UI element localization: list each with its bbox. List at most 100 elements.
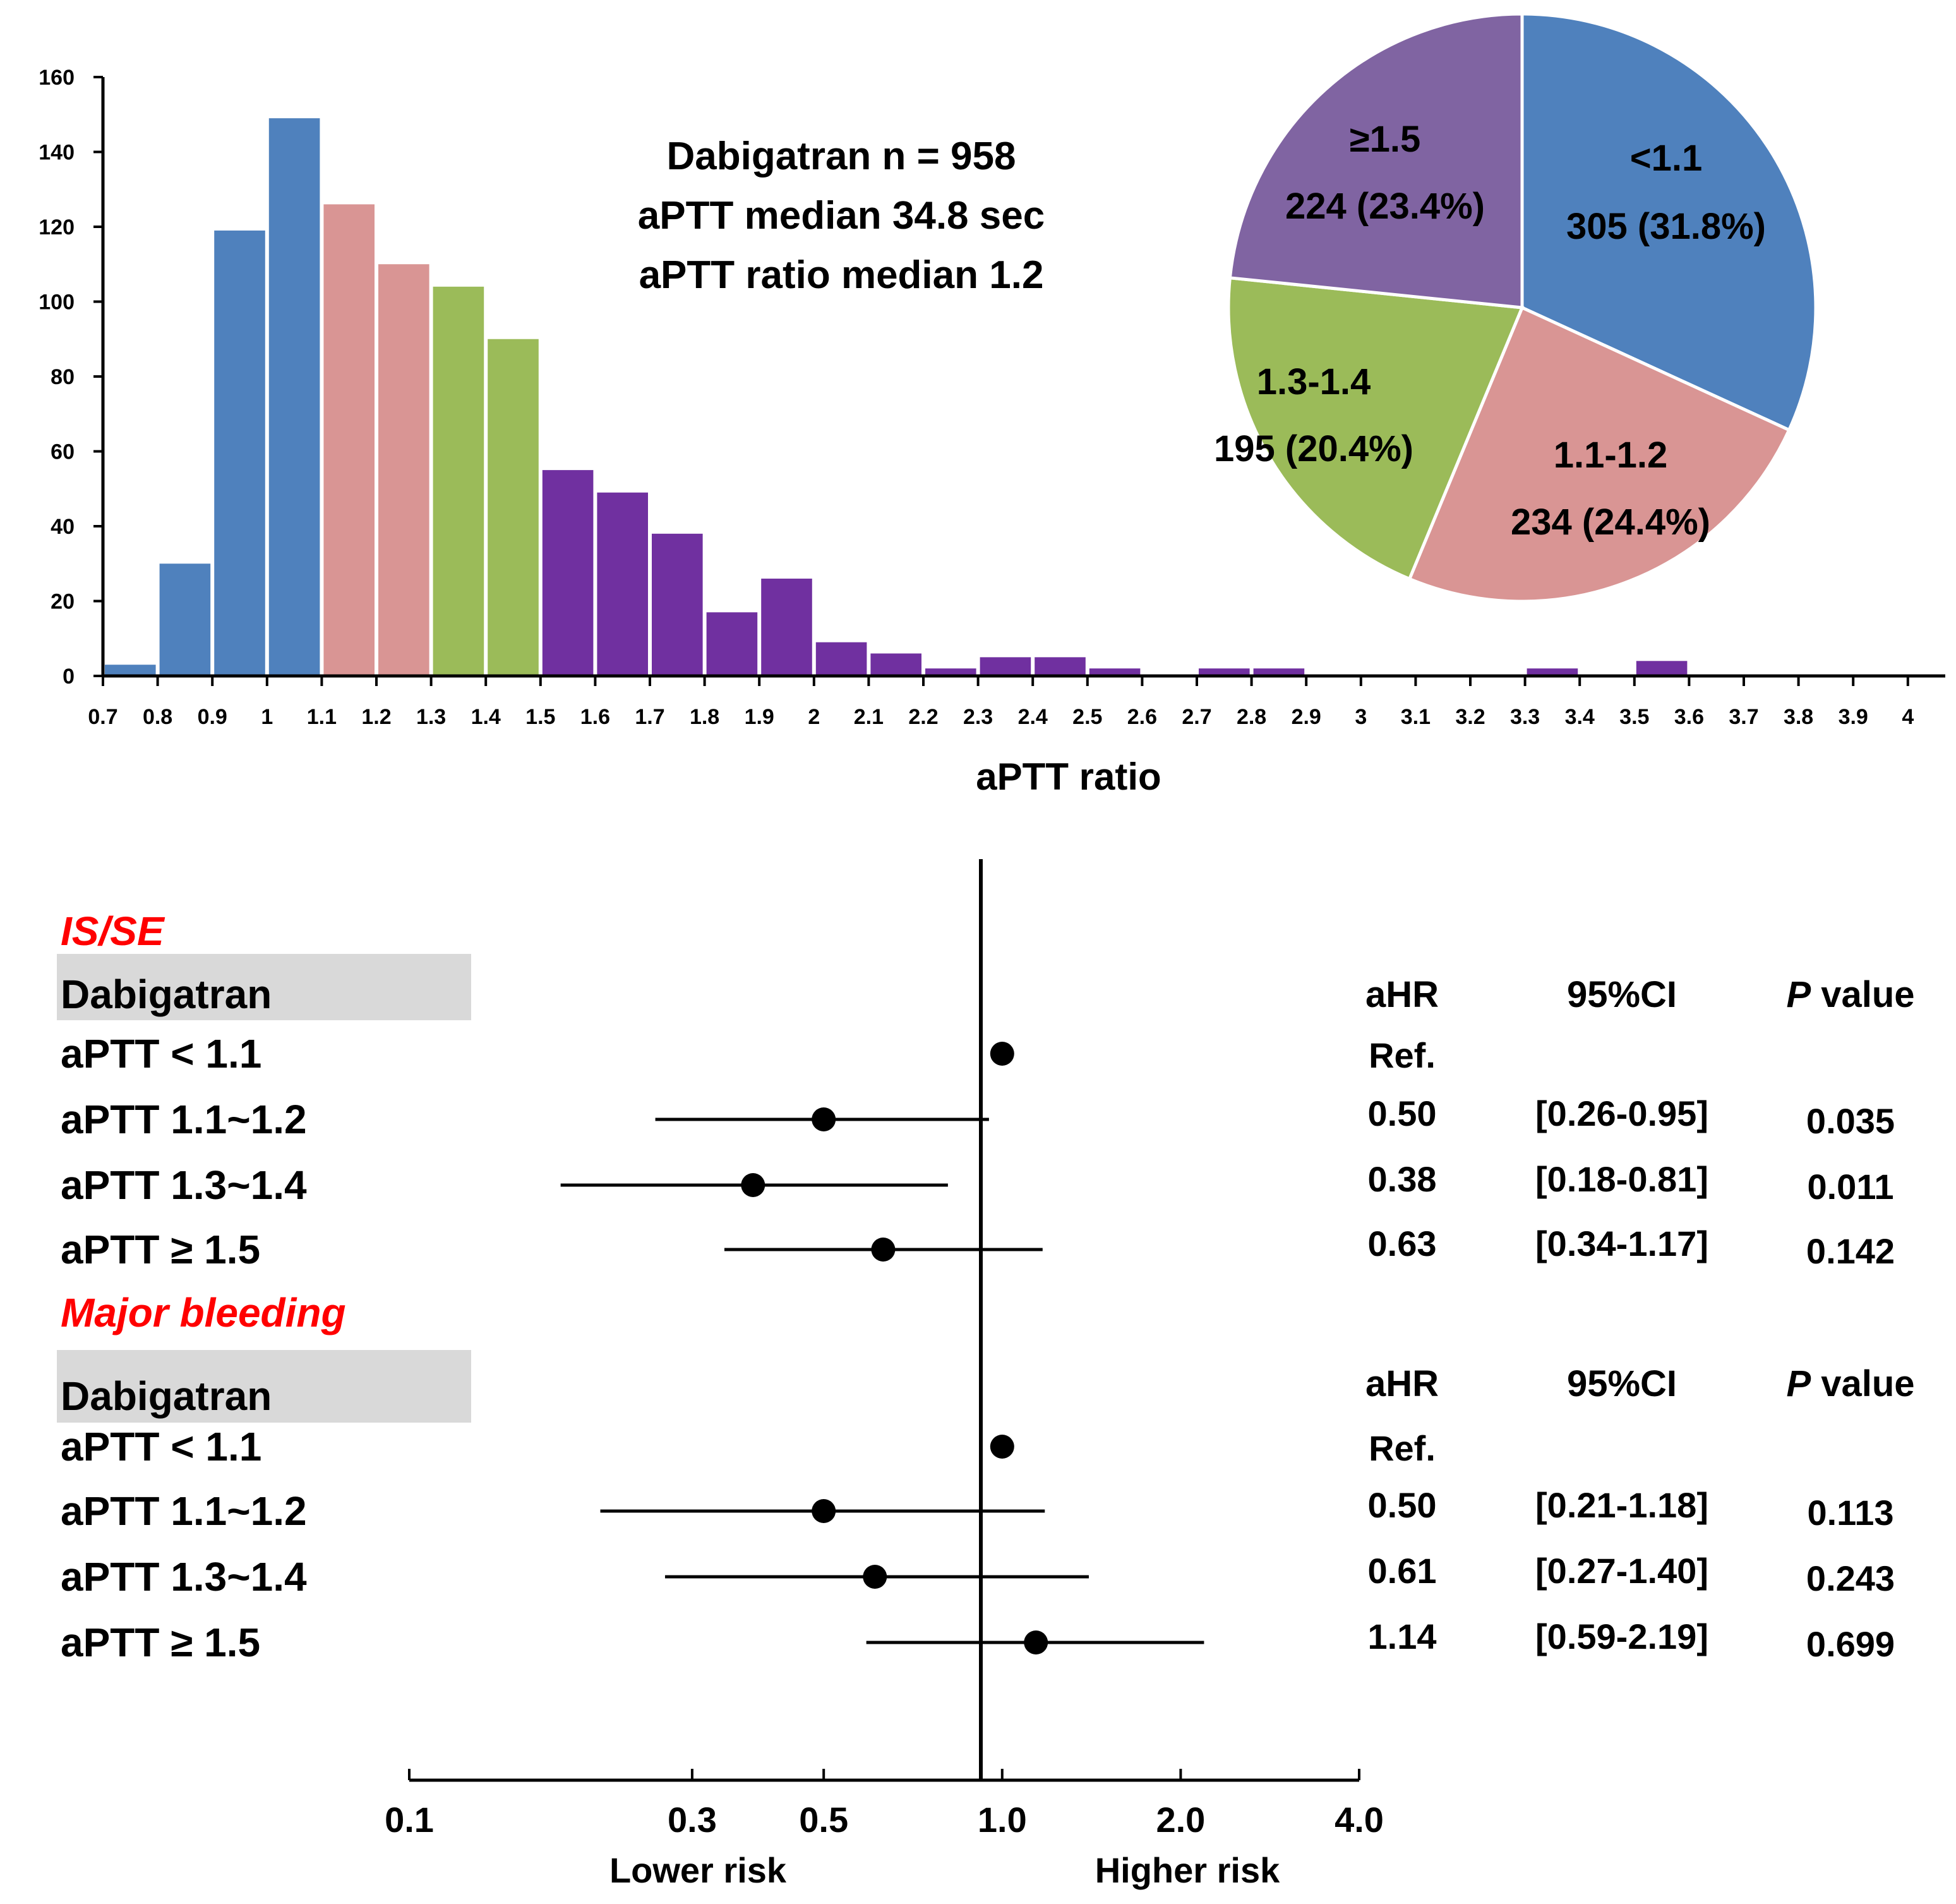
- x-tick-label: 3.9: [1839, 705, 1868, 729]
- bar-2.4: [1035, 657, 1086, 676]
- bar-1.7: [652, 533, 703, 676]
- x-tick-label: 0.9: [198, 705, 227, 729]
- y-tick-label: 100: [39, 291, 75, 315]
- forest-row: aPTT 1.1~1.2 0.50 [0.21-1.18] 0.113: [61, 1485, 1894, 1534]
- bar-2: [815, 642, 867, 676]
- y-tick-label: 60: [51, 440, 75, 464]
- p-value: 0.142: [1806, 1231, 1895, 1271]
- forest-row: aPTT < 1.1 Ref.: [61, 1031, 1436, 1076]
- header-ci: 95%CI: [1567, 974, 1677, 1015]
- y-tick-label: 40: [51, 515, 75, 539]
- x-tick-label: 0.7: [88, 705, 117, 729]
- histogram: 0 20 40 60 80 100 120 140 160 0.7 0.8 0.9 1 1.1 1.2 1.…: [39, 66, 1945, 798]
- pie-label-lt11: <1.1 305 (31.8%): [1566, 138, 1766, 247]
- p-value: 0.113: [1807, 1493, 1893, 1533]
- ahr-value: 1.14: [1368, 1617, 1437, 1656]
- x-tick-label: 3.5: [1619, 705, 1649, 729]
- pie-slice-r1112: [1407, 305, 1792, 603]
- row-label: aPTT < 1.1: [61, 1424, 261, 1469]
- x-tick-label: 1: [261, 705, 273, 729]
- bar-1.8: [706, 612, 758, 676]
- point-estimate: [812, 1499, 836, 1523]
- histogram-x-ticks: 0.7 0.8 0.9 1 1.1 1.2 1.3 1.4 1.5 1.6 1.7 1.8 1.9 2 2.…: [88, 676, 1914, 729]
- bar-2.3: [980, 657, 1031, 676]
- bar-1.5: [542, 470, 594, 676]
- forest-row: aPTT 1.1~1.2 0.50 [0.26-0.95] 0.035: [61, 1094, 1895, 1142]
- caption-higher-risk: Higher risk: [1095, 1850, 1280, 1890]
- x-tick-label: 2.8: [1237, 705, 1266, 729]
- x-tick-label: 1.3: [416, 705, 446, 729]
- y-tick-label: 120: [39, 215, 75, 239]
- x-tick-label: 1.5: [525, 705, 555, 729]
- row-label: aPTT ≥ 1.5: [61, 1620, 260, 1665]
- point-estimate: [990, 1042, 1014, 1066]
- pie-slice-ge15: [1228, 12, 1524, 310]
- annotation-line-1: Dabigatran n = 958: [666, 135, 1016, 178]
- bar-3.5: [1636, 661, 1688, 676]
- ci-value: [0.18-0.81]: [1535, 1159, 1708, 1199]
- ahr-value: 0.50: [1368, 1094, 1437, 1133]
- header-p: P value: [1786, 974, 1914, 1015]
- histogram-bars: [105, 118, 1688, 677]
- x-tick-label: 2.7: [1182, 705, 1211, 729]
- ahr-value: 0.50: [1368, 1485, 1437, 1525]
- bar-1.4: [488, 339, 539, 676]
- x-tick-label: 3.6: [1674, 705, 1704, 729]
- row-label: aPTT < 1.1: [61, 1031, 261, 1076]
- x-tick-label: 1.1: [307, 705, 337, 729]
- x-tick-label: 3.7: [1729, 705, 1758, 729]
- x-tick-label: 2.5: [1072, 705, 1102, 729]
- forest-row: aPTT ≥ 1.5 1.14 [0.59-2.19] 0.699: [61, 1617, 1895, 1665]
- bar-2.8: [1253, 668, 1305, 676]
- header-p-rest: value: [1811, 974, 1914, 1015]
- ahr-value: 0.38: [1368, 1159, 1437, 1199]
- x-tick-label: 1.7: [635, 705, 664, 729]
- pie-slice-name: 1.3-1.4: [1257, 361, 1371, 402]
- x-tick-label: 1.6: [580, 705, 610, 729]
- ci-value: [0.59-2.19]: [1535, 1617, 1708, 1656]
- pie-slice-lt11: [1520, 12, 1818, 432]
- bar-2.1: [870, 653, 921, 676]
- x-tick-label: 4: [1902, 705, 1914, 729]
- x-tick-label: 2.4: [1018, 705, 1048, 729]
- x-tick-label: 2: [808, 705, 820, 729]
- p-value: 0.699: [1806, 1624, 1895, 1664]
- pie-slice-value: 234 (24.4%): [1511, 502, 1710, 543]
- histogram-y-ticks: 0 20 40 60 80 100 120 140 160: [39, 66, 103, 689]
- forest-plot: IS/SE Major bleeding Dabigatran Dabigatr…: [57, 859, 1915, 1890]
- group-label-2: Dabigatran: [61, 1373, 272, 1419]
- forest-x-ticks: 0.1 0.3 0.5 1.0 2.0 4.0: [385, 1769, 1384, 1840]
- x-tick-label: 2.0: [1156, 1800, 1205, 1840]
- header-ci: 95%CI: [1567, 1363, 1677, 1404]
- forest-row: aPTT < 1.1 Ref.: [61, 1424, 1436, 1469]
- group-band-2: [57, 1350, 471, 1423]
- point-estimate: [812, 1107, 836, 1131]
- row-label: aPTT 1.1~1.2: [61, 1097, 307, 1142]
- x-tick-label: 3.2: [1455, 705, 1485, 729]
- bar-3.3: [1527, 668, 1578, 676]
- x-tick-label: 1.0: [978, 1800, 1027, 1840]
- x-tick-label: 1.8: [690, 705, 719, 729]
- header-ahr: aHR: [1365, 1363, 1439, 1404]
- pie-slice-r1314: [1227, 276, 1525, 581]
- x-tick-label: 3: [1355, 705, 1367, 729]
- pie-slices: [1227, 12, 1818, 603]
- ahr-value: 0.63: [1368, 1224, 1437, 1263]
- annotation-line-2: aPTT median 34.8 sec: [638, 194, 1045, 238]
- ci-value: [0.21-1.18]: [1535, 1485, 1708, 1525]
- pie-slice-name: <1.1: [1630, 138, 1703, 179]
- pie-slice-value: 224 (23.4%): [1285, 186, 1485, 227]
- bar-2.2: [925, 668, 976, 676]
- histogram-x-label: aPTT ratio: [976, 756, 1161, 798]
- x-tick-label: 2.3: [963, 705, 993, 729]
- column-headers-2: aHR 95%CI P value: [1365, 1363, 1915, 1404]
- x-tick-label: 2.2: [908, 705, 938, 729]
- bar-1.9: [761, 578, 812, 676]
- p-value: 0.243: [1806, 1558, 1895, 1598]
- row-label: aPTT 1.3~1.4: [61, 1554, 307, 1600]
- header-p: P value: [1786, 1363, 1914, 1404]
- point-estimate: [1024, 1630, 1048, 1654]
- forest-row: aPTT 1.3~1.4 0.61 [0.27-1.40] 0.243: [61, 1551, 1895, 1600]
- annotation-line-3: aPTT ratio median 1.2: [639, 253, 1044, 297]
- bar-0.8: [159, 563, 211, 676]
